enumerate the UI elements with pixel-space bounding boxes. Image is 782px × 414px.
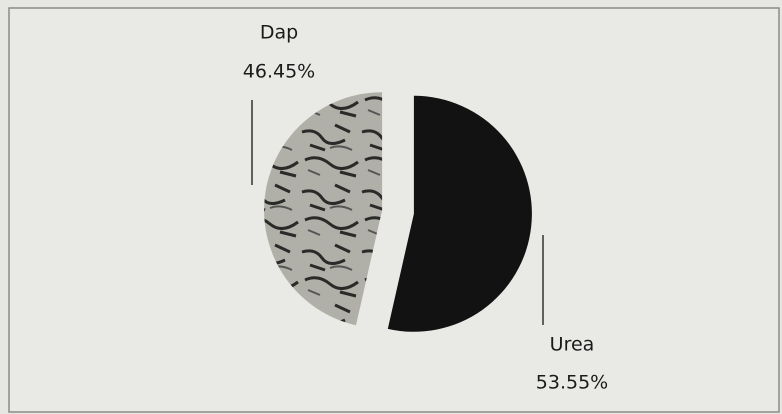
category-label: Dap [260, 22, 298, 44]
value-label: 46.45% [243, 61, 315, 83]
category-label: Urea [550, 334, 595, 356]
plot-border [9, 8, 779, 412]
value-label: 53.55% [536, 372, 608, 394]
chart: Dap 46.45% Urea 53.55% [0, 0, 782, 414]
